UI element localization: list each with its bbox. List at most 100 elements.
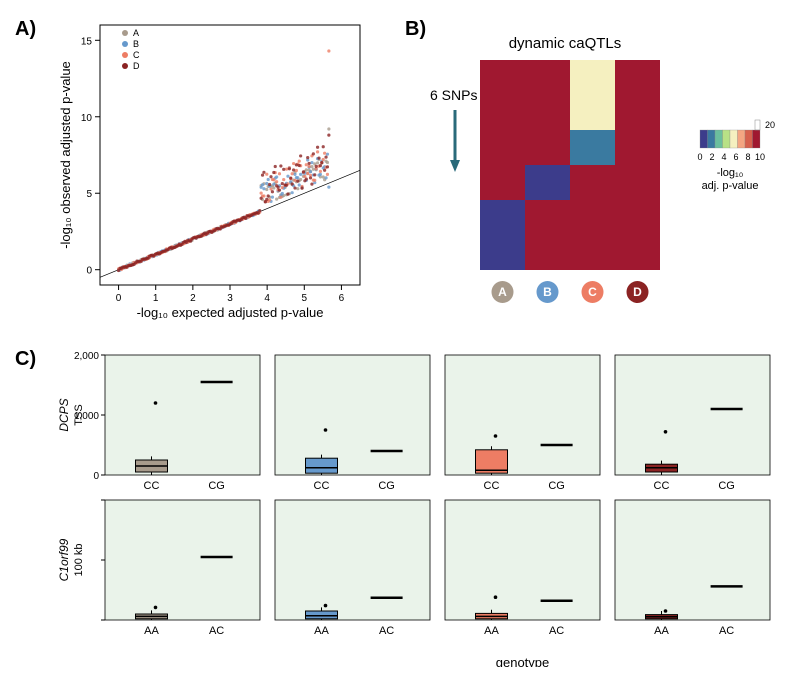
qq-point <box>274 165 277 168</box>
heatmap-cell <box>525 95 570 130</box>
qq-point <box>261 174 264 177</box>
heatmap-cell <box>525 200 570 235</box>
legend-swatch <box>122 52 128 58</box>
heatmap-cell <box>525 165 570 200</box>
heatmap-col-label: A <box>498 285 507 299</box>
qq-point <box>298 183 301 186</box>
heatmap-cell <box>570 200 615 235</box>
heatmap-cell <box>480 165 525 200</box>
heatmap-col-label: D <box>633 285 642 299</box>
qq-point <box>265 182 268 185</box>
colorbar-label: adj. p-value <box>702 180 759 192</box>
qq-point <box>319 164 322 167</box>
boxplot-panel <box>105 355 260 475</box>
boxplot-panel <box>275 355 430 475</box>
heatmap-cell <box>570 60 615 95</box>
colorbar-cell <box>738 130 746 148</box>
outlier <box>494 434 498 438</box>
heatmap-cell <box>615 200 660 235</box>
qq-point <box>293 179 296 182</box>
genotype-label: AC <box>379 625 394 637</box>
qq-point <box>269 187 272 190</box>
qq-point <box>306 172 309 175</box>
genotype-label: CC <box>654 480 670 492</box>
qq-point <box>305 163 308 166</box>
qq-point <box>278 189 281 192</box>
qq-point <box>310 165 313 168</box>
heatmap-col-label: C <box>588 285 597 299</box>
heatmap-cell <box>570 165 615 200</box>
heatmap-cell <box>525 60 570 95</box>
qq-point <box>320 161 323 164</box>
qq-point <box>292 168 295 171</box>
qq-point <box>285 168 288 171</box>
snps-label: 6 SNPs <box>430 87 477 103</box>
qq-point <box>323 169 326 172</box>
qq-point <box>272 171 275 174</box>
svg-text:10: 10 <box>81 113 93 124</box>
qq-point <box>258 209 261 212</box>
heatmap-title: dynamic caQTLs <box>509 35 622 52</box>
qq-point <box>292 162 295 165</box>
qq-point <box>312 168 315 171</box>
colorbar-cell <box>753 130 761 148</box>
genotype-label: AC <box>549 625 564 637</box>
region-label: 100 kb <box>73 543 85 576</box>
qq-point <box>302 170 305 173</box>
svg-text:5: 5 <box>302 293 308 304</box>
gene-label: DCPS <box>57 398 71 431</box>
qq-point <box>260 191 263 194</box>
svg-text:15: 15 <box>81 36 93 47</box>
qq-point <box>278 172 281 175</box>
colorbar-toptick: 20 <box>765 120 775 130</box>
colorbar-tick: 10 <box>755 152 765 162</box>
heatmap-cell <box>480 60 525 95</box>
genotype-label: CC <box>484 480 500 492</box>
heatmap-cell <box>480 130 525 165</box>
qq-point <box>298 164 301 167</box>
qq-point <box>323 152 326 155</box>
qq-point <box>262 194 265 197</box>
heatmap-cell <box>525 235 570 270</box>
legend-swatch <box>122 63 128 69</box>
heatmap-cell <box>480 235 525 270</box>
outlier <box>324 604 328 608</box>
panel-a-label: A) <box>15 18 36 40</box>
qq-point <box>316 146 319 149</box>
qq-point <box>262 171 265 174</box>
svg-text:0: 0 <box>116 293 122 304</box>
svg-text:6: 6 <box>339 293 345 304</box>
qq-point <box>281 192 284 195</box>
qq-point <box>265 198 268 201</box>
genotype-label: AA <box>314 625 329 637</box>
svg-text:2,000: 2,000 <box>74 351 99 362</box>
qq-point <box>260 197 263 200</box>
qq-point <box>322 145 325 148</box>
boxplot-panel <box>445 355 600 475</box>
outlier <box>154 606 158 610</box>
qq-point <box>285 184 288 187</box>
boxplot-panel <box>615 500 770 620</box>
qq-point <box>299 173 302 176</box>
genotype-label: CG <box>718 480 735 492</box>
qq-point <box>322 158 325 161</box>
qq-point <box>265 173 268 176</box>
heatmap-col-label: B <box>543 285 552 299</box>
svg-text:5: 5 <box>86 189 92 200</box>
qq-point <box>312 152 315 155</box>
qq-point <box>315 165 318 168</box>
colorbar-cell <box>723 130 731 148</box>
panel-c-xlabel: genotype <box>496 655 550 667</box>
heatmap-cell <box>615 165 660 200</box>
heatmap-cell <box>525 130 570 165</box>
legend-label: C <box>133 50 140 60</box>
qq-point <box>286 193 289 196</box>
boxplot-box <box>306 611 338 619</box>
qq-point <box>324 156 327 159</box>
qq-point <box>296 179 299 182</box>
genotype-label: CG <box>208 480 225 492</box>
qq-point <box>279 196 282 199</box>
qq-point <box>305 168 308 171</box>
boxplot-panel <box>445 500 600 620</box>
boxplot-box <box>306 458 338 473</box>
